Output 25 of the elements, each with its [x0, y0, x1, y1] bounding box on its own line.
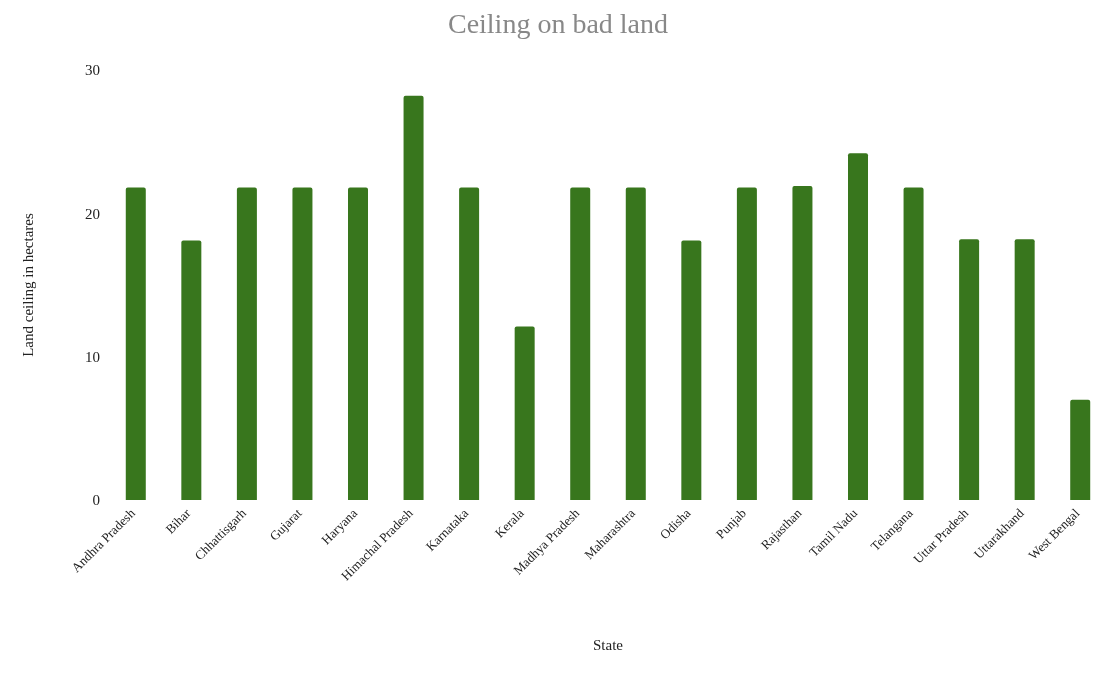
bar: [403, 95, 424, 500]
bar: [681, 240, 702, 500]
bar: [236, 187, 257, 500]
bar: [514, 326, 535, 500]
y-tick-label: 0: [92, 492, 100, 509]
y-tick-label: 20: [85, 205, 100, 222]
y-tick-label: 10: [85, 348, 100, 365]
bar: [903, 187, 924, 500]
bar: [792, 186, 813, 500]
bar: [736, 187, 757, 500]
bar: [1014, 239, 1035, 500]
bar: [1070, 399, 1091, 500]
bar: [625, 187, 646, 500]
bar: [570, 187, 591, 500]
bar: [959, 239, 980, 500]
bar: [459, 187, 480, 500]
bar: [292, 187, 313, 500]
y-tick-label: 30: [85, 62, 100, 79]
bar: [348, 187, 368, 500]
bar: [848, 153, 868, 500]
bar: [125, 187, 146, 500]
chart-title: Ceiling on bad land: [446, 8, 670, 40]
y-axis-title: Land ceiling in hectares: [20, 212, 37, 357]
x-axis-title: State: [593, 637, 624, 653]
bar: [181, 240, 202, 500]
